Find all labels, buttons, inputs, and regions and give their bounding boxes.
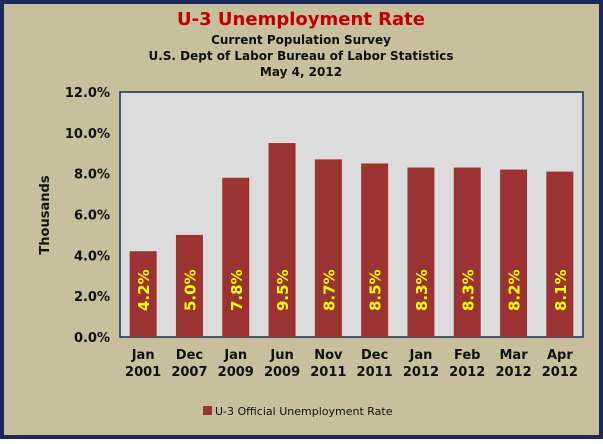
x-tick-label-year: 2009 [218,365,254,380]
bar [129,251,157,337]
x-tick-label-month: Mar [499,348,528,363]
bar-data-label: 4.2% [135,269,153,311]
x-tick-label-month: Jan [131,348,155,363]
chart-title: U-3 Unemployment Rate [177,9,425,30]
x-tick-label-month: Jan [223,348,247,363]
bar [175,234,203,337]
legend-swatch [203,406,212,415]
bar-data-label: 8.3% [413,269,431,311]
bar [500,169,528,337]
legend-label: U-3 Official Unemployment Rate [215,405,393,418]
x-tick-label-month: Dec [176,348,203,363]
y-tick-label: 2.0% [74,290,110,305]
bar-data-label: 7.8% [228,269,246,311]
bar [314,159,342,337]
bar-data-label: 8.2% [506,269,524,311]
x-tick-label-month: Jun [269,348,293,363]
x-tick-label-month: Apr [547,348,573,363]
y-tick-label: 8.0% [74,168,110,183]
y-tick-label: 10.0% [65,127,110,142]
x-tick-label-year: 2001 [125,365,161,380]
x-tick-label-year: 2012 [542,365,578,380]
bar [546,171,574,337]
bar-data-label: 8.1% [552,269,570,311]
bar-data-label: 8.3% [459,269,477,311]
chart-subtitle-1: Current Population Survey [211,33,391,47]
y-tick-label: 4.0% [74,249,110,264]
x-tick-label-year: 2009 [264,365,300,380]
y-tick-label: 6.0% [74,209,110,224]
x-tick-label-month: Dec [361,348,388,363]
x-tick-label-month: Jan [409,348,433,363]
x-tick-label-year: 2011 [310,365,346,380]
bar-data-label: 8.5% [367,269,385,311]
bar [453,167,481,337]
bar [361,163,389,337]
x-tick-label-year: 2007 [171,365,207,380]
chart-subtitle-2: U.S. Dept of Labor Bureau of Labor Stati… [148,49,453,63]
y-tick-label: 12.0% [65,86,110,101]
y-axis-label: Thousands [38,175,53,254]
x-tick-label-year: 2012 [449,365,485,380]
x-tick-label-year: 2011 [357,365,393,380]
x-tick-label-month: Feb [454,348,480,363]
x-tick-label-year: 2012 [495,365,531,380]
bar-data-label: 5.0% [181,269,199,311]
x-tick-label-month: Nov [314,348,343,363]
bar [222,177,250,337]
chart-subtitle-3: May 4, 2012 [260,65,342,79]
bar [268,143,296,337]
x-tick-label-year: 2012 [403,365,439,380]
bar-data-label: 8.7% [320,269,338,311]
y-tick-label: 0.0% [74,331,110,346]
bar [407,167,435,337]
bar-data-label: 9.5% [274,269,292,311]
